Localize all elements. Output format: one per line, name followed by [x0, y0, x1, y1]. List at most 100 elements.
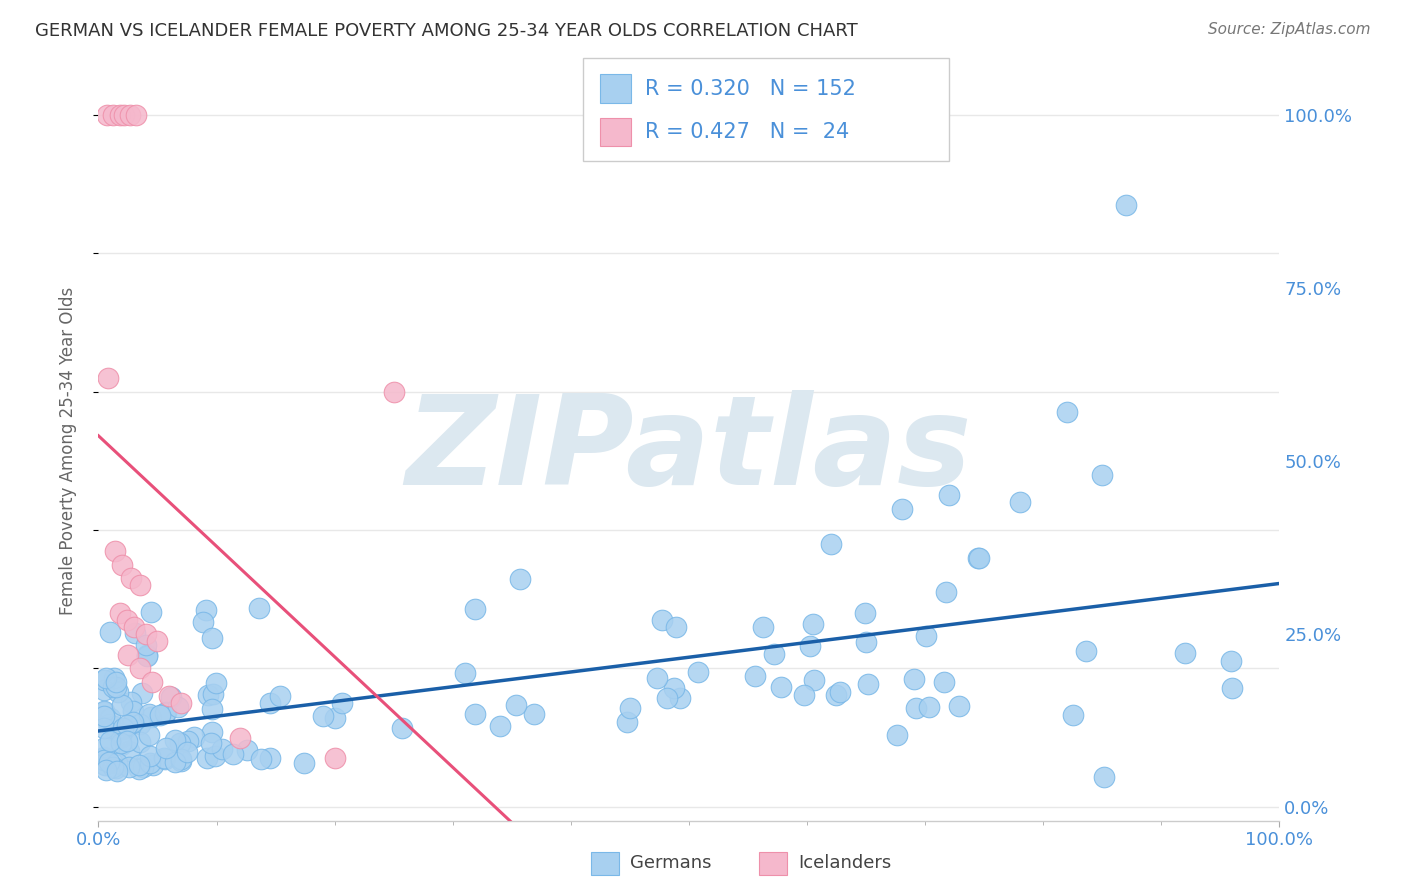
Point: [93, 756, 115, 771]
Point: [124, 626, 146, 640]
Point: [744, 669, 766, 683]
Point: [247, 601, 270, 615]
Point: [138, 728, 160, 742]
Point: [98, 755, 121, 769]
Point: [141, 675, 163, 690]
Point: [1219, 654, 1241, 668]
Point: [115, 717, 138, 731]
Point: [259, 696, 281, 710]
Point: [93, 750, 115, 764]
Point: [155, 740, 177, 755]
Text: R = 0.320   N = 152: R = 0.320 N = 152: [645, 78, 856, 99]
Point: [125, 108, 148, 122]
Point: [155, 705, 177, 719]
Point: [157, 689, 180, 703]
Point: [948, 698, 970, 713]
Point: [183, 731, 205, 745]
Point: [205, 676, 228, 690]
Point: [94, 750, 117, 764]
Point: [131, 760, 153, 774]
Point: [323, 751, 346, 765]
Text: Source: ZipAtlas.com: Source: ZipAtlas.com: [1208, 22, 1371, 37]
Point: [135, 638, 157, 652]
Point: [935, 584, 957, 599]
Point: [101, 108, 124, 122]
Point: [509, 573, 531, 587]
Point: [128, 735, 150, 749]
Point: [1074, 644, 1097, 658]
Point: [110, 738, 132, 752]
Point: [120, 695, 142, 709]
Point: [94, 758, 117, 772]
Point: [200, 737, 222, 751]
Point: [197, 688, 219, 702]
Point: [967, 551, 990, 566]
Point: [770, 681, 793, 695]
Point: [828, 684, 851, 698]
Point: [176, 734, 198, 748]
Point: [118, 760, 141, 774]
Point: [762, 647, 785, 661]
Point: [94, 672, 117, 686]
Point: [93, 673, 115, 688]
Point: [616, 715, 638, 730]
Point: [934, 675, 956, 690]
Point: [645, 671, 668, 685]
Point: [128, 578, 150, 592]
Point: [752, 620, 775, 634]
Point: [688, 665, 710, 679]
Point: [619, 701, 641, 715]
Point: [108, 108, 131, 122]
Point: [153, 751, 176, 765]
Point: [135, 648, 157, 663]
Point: [918, 700, 941, 714]
Point: [1091, 467, 1114, 482]
Point: [966, 551, 988, 566]
Point: [131, 686, 153, 700]
Point: [382, 384, 405, 399]
Point: [915, 629, 938, 643]
Point: [176, 745, 198, 759]
Point: [903, 672, 925, 686]
Point: [505, 698, 527, 712]
Point: [454, 666, 477, 681]
Point: [853, 606, 876, 620]
Point: [236, 743, 259, 757]
Point: [115, 733, 138, 747]
Point: [104, 543, 127, 558]
Point: [115, 613, 138, 627]
Point: [1056, 405, 1078, 419]
Point: [98, 711, 121, 725]
Point: [523, 706, 546, 721]
Point: [330, 696, 353, 710]
Point: [110, 736, 132, 750]
Point: [135, 648, 157, 662]
Point: [197, 751, 219, 765]
Point: [93, 683, 115, 698]
Text: Germans: Germans: [630, 855, 711, 872]
Point: [135, 627, 157, 641]
Point: [201, 702, 224, 716]
Point: [149, 708, 172, 723]
Text: ZIPatlas: ZIPatlas: [406, 390, 972, 511]
Point: [111, 698, 134, 713]
Point: [204, 748, 226, 763]
Point: [129, 717, 152, 731]
Point: [103, 680, 125, 694]
Point: [1092, 770, 1115, 784]
Point: [464, 602, 486, 616]
Text: Icelanders: Icelanders: [799, 855, 891, 872]
Point: [664, 681, 686, 695]
Point: [121, 714, 143, 729]
Point: [803, 673, 825, 687]
Point: [111, 721, 134, 735]
Point: [96, 108, 118, 122]
Point: [169, 736, 191, 750]
Point: [122, 704, 145, 718]
Point: [117, 648, 139, 662]
Point: [1220, 681, 1243, 695]
Point: [655, 691, 678, 706]
Point: [1062, 708, 1084, 723]
Point: [120, 108, 142, 122]
Point: [194, 603, 217, 617]
